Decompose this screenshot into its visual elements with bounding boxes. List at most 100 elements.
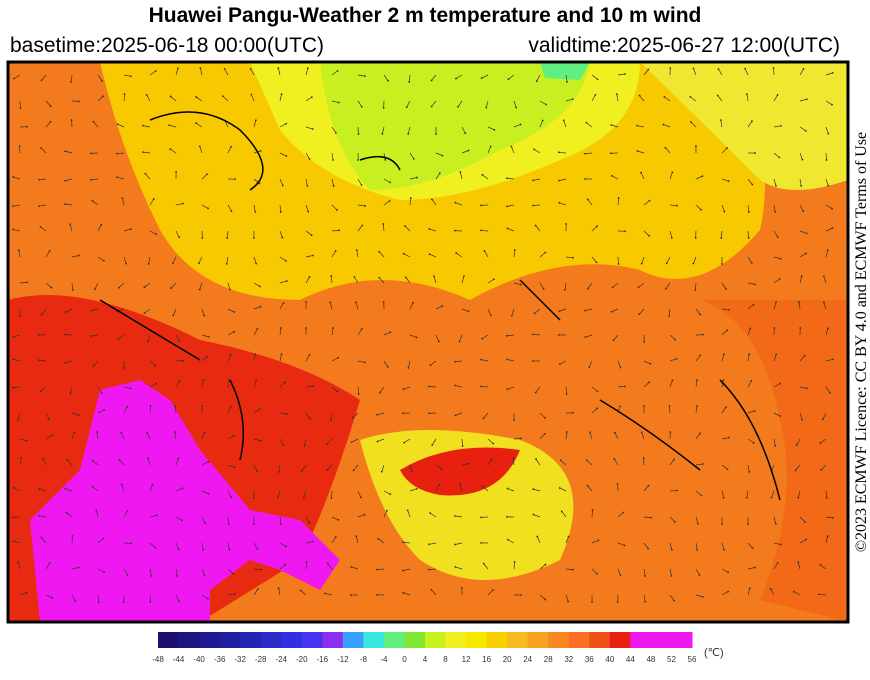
wind-arrow (799, 412, 803, 420)
wind-arrow-head (831, 207, 833, 210)
wind-arrow-head (223, 67, 226, 70)
wind-arrow-head (827, 184, 830, 187)
wind-arrow (823, 276, 827, 284)
wind-arrow-head (689, 95, 692, 98)
wind-arrow-head (102, 259, 105, 262)
wind-arrow (591, 408, 598, 414)
wind-arrow-head (357, 159, 360, 161)
colorbar-segment (383, 632, 405, 648)
wind-arrow (91, 178, 99, 181)
wind-arrow (277, 490, 281, 498)
wind-arrow-head (103, 409, 106, 411)
wind-arrow-head (612, 339, 615, 342)
cold-region (540, 62, 590, 80)
wind-arrow-head (584, 309, 587, 312)
wind-arrow-head (489, 314, 492, 317)
wind-arrow (253, 438, 261, 442)
wind-arrow-head (727, 590, 730, 593)
map-title: Huawei Pangu-Weather 2 m temperature and… (148, 4, 702, 27)
wind-arrow (799, 516, 806, 523)
wind-arrow (669, 594, 675, 601)
wind-arrow (565, 568, 574, 570)
wind-arrow (253, 204, 256, 212)
wind-arrow-head (725, 406, 727, 409)
wind-arrow (773, 152, 780, 158)
wind-arrow-head (670, 236, 673, 239)
wind-arrow (585, 152, 593, 155)
wind-arrow-head (459, 483, 461, 486)
wind-arrow (357, 490, 362, 498)
wind-arrow-head (512, 457, 515, 459)
wind-arrow (253, 588, 259, 596)
wind-arrow-head (71, 289, 74, 291)
wind-arrow-head (519, 283, 522, 286)
wind-arrow (381, 464, 385, 472)
wind-arrow-head (126, 405, 129, 408)
wind-arrow-head (832, 516, 834, 519)
wind-arrow (279, 178, 284, 186)
wind-arrow-head (388, 199, 391, 202)
wind-arrow (563, 120, 567, 128)
wind-arrow-head (648, 381, 651, 384)
wind-arrow-head (778, 278, 781, 280)
wind-arrow-head (382, 107, 385, 109)
wind-arrow (455, 515, 463, 518)
wind-arrow (565, 594, 569, 602)
wind-arrow (71, 412, 79, 416)
wind-arrow-head (584, 178, 586, 180)
wind-arrow-head (727, 180, 730, 183)
wind-arrow-head (567, 600, 570, 603)
wind-arrow-head (648, 199, 651, 202)
wind-arrow-head (535, 458, 537, 461)
wind-arrow-head (428, 253, 431, 256)
wind-arrow (331, 386, 338, 392)
wind-arrow (117, 123, 125, 128)
wind-arrow (45, 412, 50, 420)
wind-arrow-head (38, 488, 41, 490)
wind-arrow (201, 490, 209, 495)
wind-arrow-head (778, 156, 781, 159)
wind-arrow-head (228, 548, 231, 551)
wind-arrow-head (77, 414, 80, 416)
wind-arrow (695, 406, 698, 414)
wind-arrow-head (650, 516, 652, 519)
wind-arrow (45, 250, 50, 258)
wind-arrow (65, 488, 73, 492)
wind-arrow-head (520, 594, 522, 596)
colorbar-tick-label: -20 (296, 655, 308, 664)
wind-arrow (13, 176, 21, 180)
wind-arrow-head (441, 305, 444, 307)
wind-arrow (539, 412, 546, 419)
wind-arrow-head (506, 358, 509, 361)
wind-arrow-head (752, 442, 755, 444)
wind-arrow-head (584, 152, 586, 155)
wind-arrow (482, 174, 489, 180)
wind-arrow-head (753, 283, 756, 286)
colorbar-segment (301, 632, 323, 648)
wind-arrow-head (745, 93, 748, 95)
wind-arrow-head (753, 566, 756, 569)
wind-arrow-head (90, 179, 92, 181)
wind-arrow-head (506, 205, 509, 208)
wind-arrow (664, 96, 671, 102)
wind-arrow-head (467, 462, 470, 465)
wind-arrow-head (799, 327, 802, 329)
wind-arrow (611, 308, 619, 313)
colorbar-tick-label: -32 (234, 655, 246, 664)
wind-arrow (42, 458, 47, 466)
wind-arrow (481, 334, 489, 340)
wind-arrow-head (39, 225, 42, 228)
wind-arrow-head (357, 133, 360, 135)
wind-arrow-head (181, 519, 184, 522)
colorbar-segment (609, 632, 631, 648)
wind-arrow (199, 282, 203, 290)
wind-arrow (799, 152, 803, 160)
wind-arrow-head (384, 158, 387, 161)
wind-arrow (721, 147, 728, 154)
wind-arrow-head (558, 201, 561, 204)
wind-arrow (559, 360, 567, 365)
wind-arrow (45, 100, 51, 107)
wind-arrow (382, 224, 385, 232)
wind-arrow-head (357, 393, 360, 395)
wind-arrow-head (614, 431, 616, 434)
